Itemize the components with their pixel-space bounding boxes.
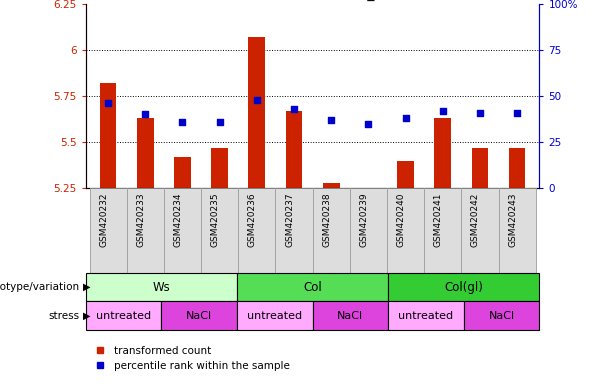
Text: NaCl: NaCl (337, 311, 364, 321)
Title: GDS3927 / 247947_at: GDS3927 / 247947_at (237, 0, 389, 2)
Bar (211, 147, 228, 188)
Bar (435, 118, 451, 188)
Text: genotype/variation: genotype/variation (0, 282, 80, 292)
Text: ▶: ▶ (83, 311, 90, 321)
Point (103, 100, 113, 106)
Point (364, 121, 373, 127)
Bar (388, 301, 464, 330)
Point (178, 119, 188, 125)
Bar (387, 188, 424, 273)
Point (326, 117, 336, 123)
Point (215, 119, 224, 125)
Bar (286, 111, 302, 188)
Bar (86, 301, 161, 330)
Text: GSM420242: GSM420242 (471, 192, 480, 247)
Point (512, 109, 522, 116)
Text: NaCl: NaCl (489, 311, 515, 321)
Text: GSM420236: GSM420236 (248, 192, 257, 247)
Text: GSM420243: GSM420243 (508, 192, 517, 247)
Bar (174, 157, 191, 188)
Bar (424, 188, 462, 273)
Bar (161, 301, 237, 330)
Bar (100, 83, 116, 188)
Text: stress: stress (48, 311, 80, 321)
Bar (275, 188, 313, 273)
Text: GSM420235: GSM420235 (211, 192, 219, 247)
Bar (397, 161, 414, 188)
Text: GSM420241: GSM420241 (434, 192, 443, 247)
Bar (509, 147, 525, 188)
Bar (164, 188, 201, 273)
Text: GSM420234: GSM420234 (173, 192, 183, 247)
Point (140, 111, 150, 118)
Bar (313, 301, 388, 330)
Text: GSM420237: GSM420237 (285, 192, 294, 247)
Text: Col: Col (303, 281, 322, 293)
Text: GSM420232: GSM420232 (99, 192, 108, 247)
Bar (238, 188, 275, 273)
Text: Ws: Ws (153, 281, 170, 293)
Text: GSM420239: GSM420239 (359, 192, 368, 247)
Text: NaCl: NaCl (186, 311, 212, 321)
Text: untreated: untreated (247, 311, 302, 321)
Bar (127, 188, 164, 273)
Bar (86, 273, 237, 301)
Text: GSM420238: GSM420238 (322, 192, 331, 247)
Bar (237, 301, 313, 330)
Point (289, 106, 299, 112)
Bar (137, 118, 154, 188)
Bar (248, 37, 265, 188)
Bar (313, 188, 350, 273)
Point (475, 109, 485, 116)
Point (438, 108, 447, 114)
Bar (360, 188, 377, 190)
Bar (323, 183, 340, 188)
Text: GSM420240: GSM420240 (397, 192, 406, 247)
Bar (201, 188, 238, 273)
Bar (498, 188, 536, 273)
Bar (237, 273, 388, 301)
Bar (388, 273, 539, 301)
Text: ▶: ▶ (83, 282, 90, 292)
Bar (471, 147, 489, 188)
Bar (350, 188, 387, 273)
Text: untreated: untreated (398, 311, 454, 321)
Bar (89, 188, 127, 273)
Text: GSM420233: GSM420233 (136, 192, 145, 247)
Legend: transformed count, percentile rank within the sample: transformed count, percentile rank withi… (91, 341, 294, 375)
Point (401, 115, 411, 121)
Text: Col(gl): Col(gl) (444, 281, 483, 293)
Point (252, 97, 262, 103)
Bar (464, 301, 539, 330)
Text: untreated: untreated (96, 311, 151, 321)
Bar (462, 188, 498, 273)
